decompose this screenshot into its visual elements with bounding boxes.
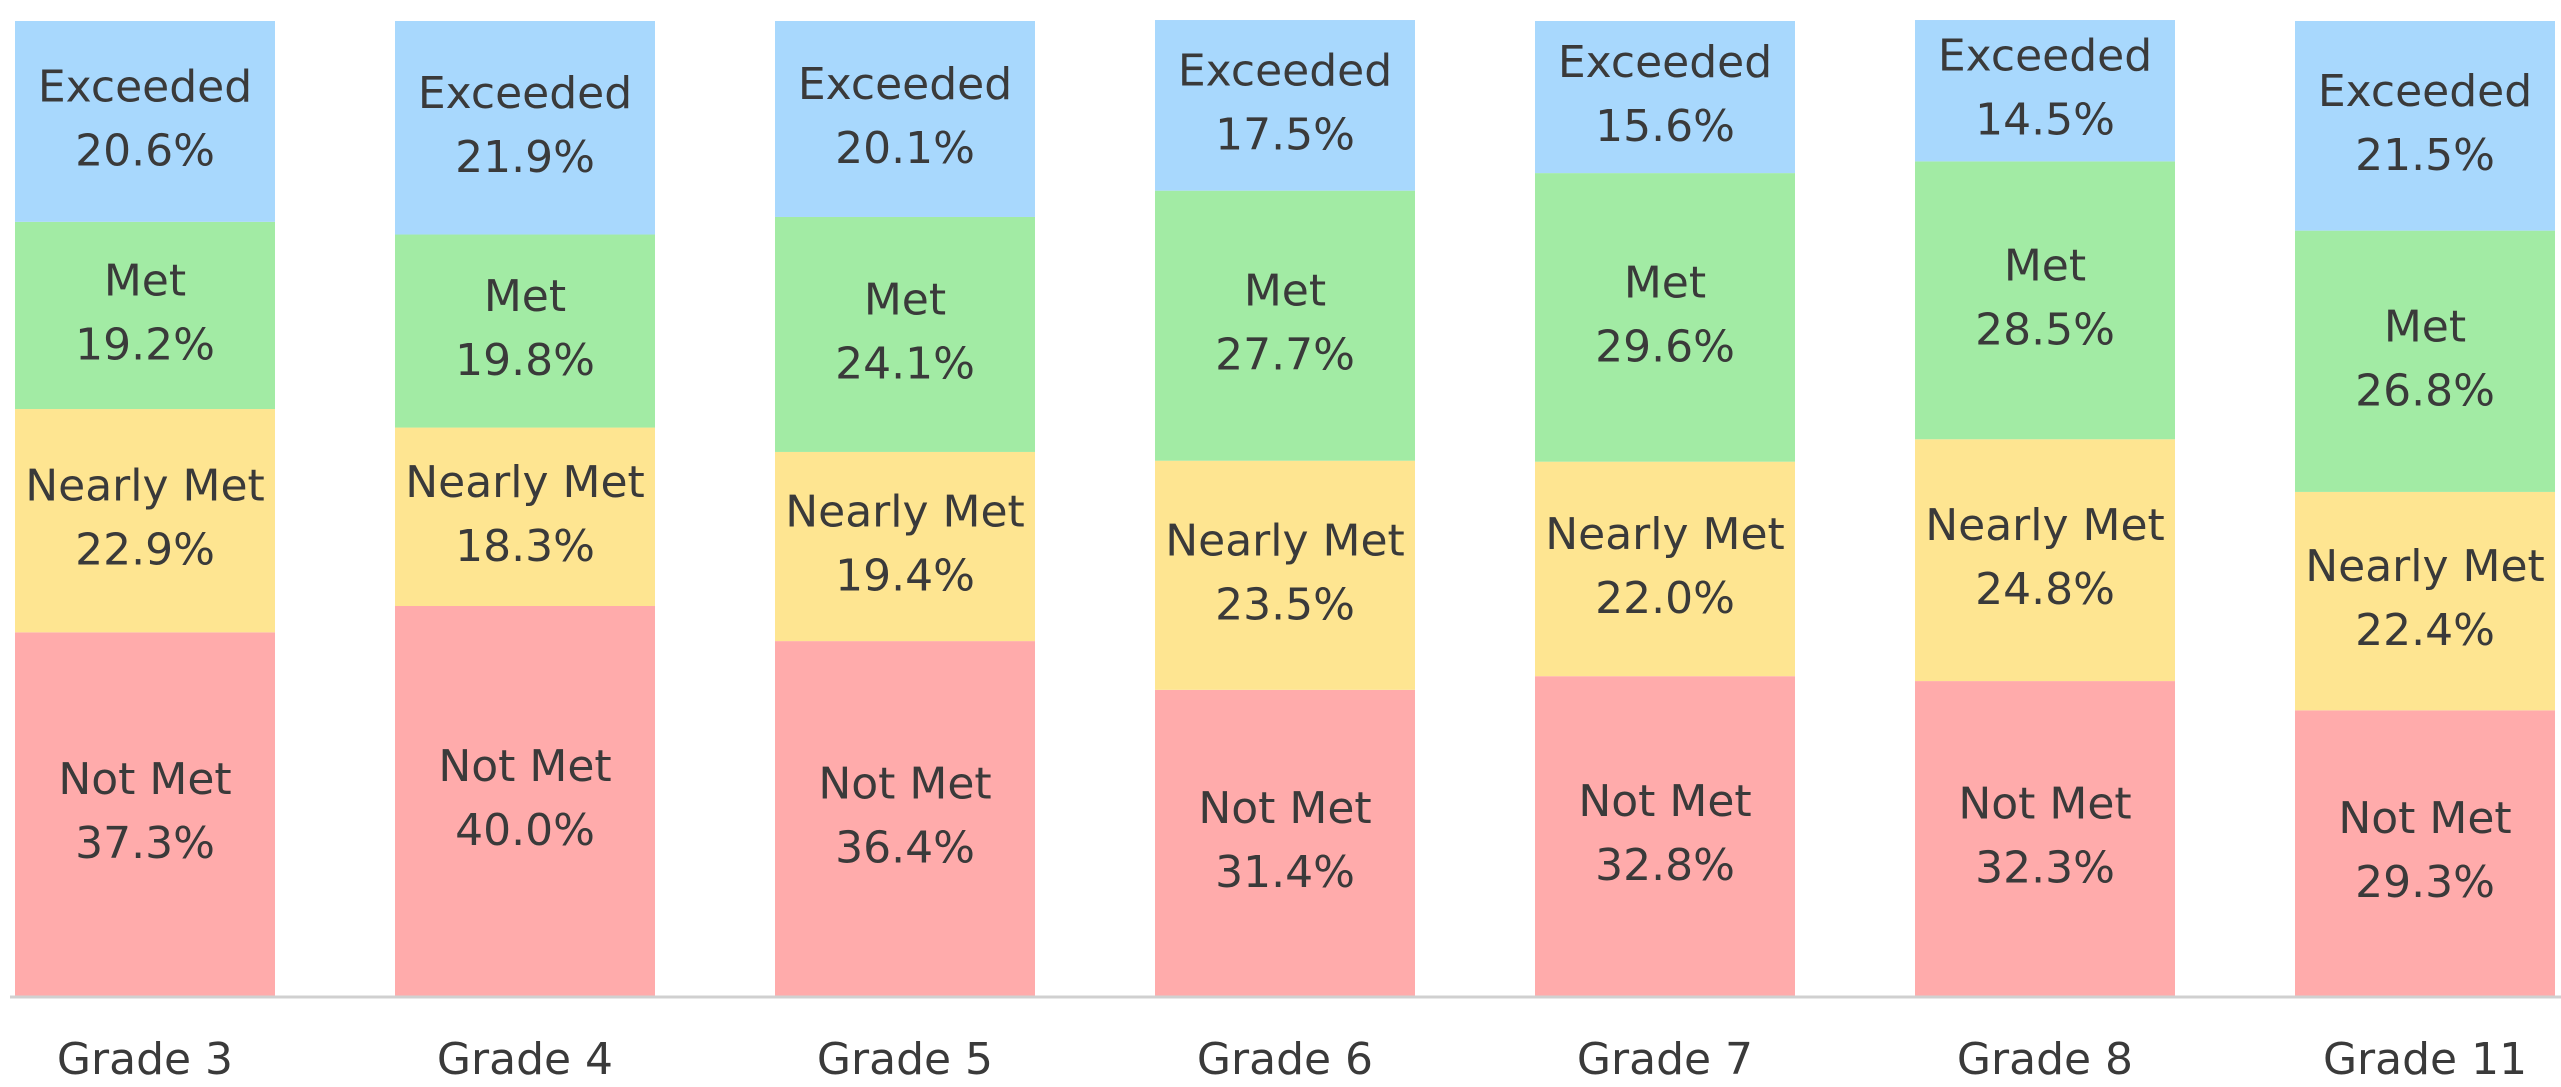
data-label: 19.8% <box>455 335 595 386</box>
segment-label: Not Met <box>438 741 611 792</box>
segment-label: Not Met <box>1958 779 2131 830</box>
x-tick-label: Grade 3 <box>57 1034 233 1085</box>
bar-segment <box>775 451 1035 642</box>
data-label: 23.5% <box>1215 579 1355 630</box>
segment-label: Nearly Met <box>1925 500 2165 551</box>
data-label: 22.9% <box>75 525 215 576</box>
segment-label: Met <box>864 274 946 325</box>
bar-segment <box>1535 676 1795 996</box>
segment-label: Exceeded <box>1938 31 2152 82</box>
data-label: 37.3% <box>75 818 215 869</box>
segment-label: Not Met <box>818 759 991 810</box>
bar-segment <box>15 21 275 222</box>
bar-segment <box>1535 21 1795 174</box>
segment-label: Not Met <box>1198 783 1371 834</box>
bar-segment <box>395 21 655 235</box>
data-label: 19.4% <box>835 551 975 602</box>
data-label: 18.3% <box>455 521 595 572</box>
bar-segment <box>1155 689 1415 996</box>
bar-segment <box>1915 681 2175 996</box>
data-label: 22.4% <box>2355 605 2495 656</box>
x-tick-label: Grade 8 <box>1957 1034 2133 1085</box>
segment-label: Met <box>484 271 566 322</box>
data-label: 31.4% <box>1215 847 1355 898</box>
data-label: 24.8% <box>1975 564 2115 615</box>
bar-segment <box>1915 161 2175 440</box>
segment-label: Exceeded <box>1178 45 1392 96</box>
segment-label: Exceeded <box>2318 66 2532 117</box>
data-label: 22.0% <box>1595 573 1735 624</box>
segment-label: Met <box>1624 257 1706 308</box>
segment-label: Not Met <box>58 754 231 805</box>
bar-segment <box>2295 491 2555 711</box>
segment-label: Nearly Met <box>2305 541 2545 592</box>
data-label: 36.4% <box>835 823 975 874</box>
segment-label: Nearly Met <box>1545 509 1785 560</box>
data-label: 26.8% <box>2355 365 2495 416</box>
data-label: 24.1% <box>835 338 975 389</box>
segment-label: Met <box>1244 266 1326 317</box>
bar-segment <box>775 216 1035 452</box>
data-label: 32.3% <box>1975 843 2115 894</box>
bar-segment <box>2295 710 2555 996</box>
data-label: 40.0% <box>455 805 595 856</box>
bar-segment <box>1535 461 1795 677</box>
data-label: 21.5% <box>2355 130 2495 181</box>
bar-segment <box>2295 230 2555 492</box>
segment-label: Nearly Met <box>405 457 645 508</box>
bar-segment <box>1155 190 1415 461</box>
data-label: 21.9% <box>455 132 595 183</box>
data-label: 19.2% <box>75 319 215 370</box>
segment-label: Met <box>104 255 186 306</box>
bar-segment <box>15 409 275 633</box>
segment-label: Exceeded <box>798 59 1012 110</box>
bar-segment <box>1915 439 2175 682</box>
bar-segment <box>1155 460 1415 690</box>
bar-segment <box>775 21 1035 217</box>
data-label: 14.5% <box>1975 95 2115 146</box>
bar-segment <box>775 641 1035 996</box>
segment-label: Met <box>2004 240 2086 291</box>
bar-segment <box>1535 173 1795 462</box>
data-label: 29.3% <box>2355 857 2495 908</box>
bar-segment <box>395 606 655 996</box>
data-label: 32.8% <box>1595 840 1735 891</box>
bar-segment <box>15 221 275 410</box>
segment-label: Not Met <box>2338 793 2511 844</box>
segment-label: Nearly Met <box>25 461 265 512</box>
data-label: 20.1% <box>835 123 975 174</box>
data-label: 15.6% <box>1595 101 1735 152</box>
bar-segment <box>2295 21 2555 231</box>
data-label: 27.7% <box>1215 330 1355 381</box>
data-label: 28.5% <box>1975 304 2115 355</box>
x-tick-label: Grade 4 <box>437 1034 613 1085</box>
x-tick-label: Grade 6 <box>1197 1034 1373 1085</box>
segment-label: Nearly Met <box>785 487 1025 538</box>
x-tick-label: Grade 11 <box>2323 1034 2527 1085</box>
bar-segment <box>395 427 655 606</box>
segment-label: Met <box>2384 301 2466 352</box>
segment-label: Exceeded <box>38 61 252 112</box>
bar-segment <box>1155 20 1415 191</box>
segment-label: Nearly Met <box>1165 515 1405 566</box>
segment-label: Exceeded <box>1558 37 1772 88</box>
bar-segment <box>1915 20 2175 162</box>
data-label: 20.6% <box>75 125 215 176</box>
data-label: 29.6% <box>1595 321 1735 372</box>
data-label: 17.5% <box>1215 109 1355 160</box>
segment-label: Not Met <box>1578 776 1751 827</box>
x-tick-label: Grade 5 <box>817 1034 993 1085</box>
segment-label: Exceeded <box>418 68 632 119</box>
bar-segment <box>395 234 655 428</box>
x-tick-label: Grade 7 <box>1577 1034 1753 1085</box>
bar-segment <box>15 632 275 996</box>
